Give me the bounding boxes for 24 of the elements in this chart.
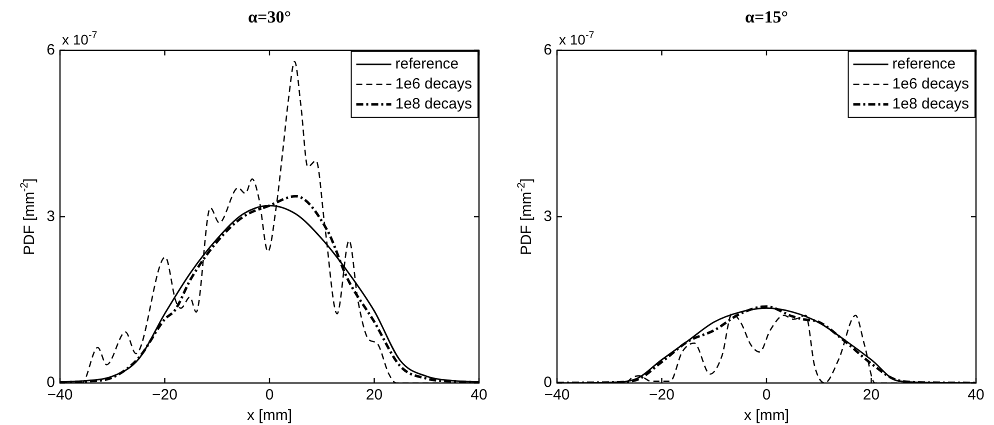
chart-title: α=15° [745,8,788,27]
y-axis-title: PDF [mm-2] [516,178,536,256]
x-tick-label: 20 [862,386,880,404]
x-tick-label: −20 [649,386,674,404]
y-tick-label: 6 [544,42,552,59]
legend-label: reference [892,56,956,73]
y-tick-label: 3 [46,208,55,225]
x-axis-title: x [mm] [744,407,789,424]
legend-label: 1e8 decays [395,96,472,113]
x-tick-label: −20 [152,386,178,404]
x-tick-label: 0 [762,386,771,404]
x-tick-label: 20 [366,386,383,404]
chart-title: α=30° [248,8,291,27]
x-tick-label: 0 [265,386,274,404]
x-axis-title: x [mm] [247,407,292,424]
x-tick-label: 40 [470,386,488,404]
x-tick-label: 40 [968,386,984,404]
legend-label: reference [395,56,459,73]
y-tick-label: 6 [46,42,55,59]
legend-label: 1e6 decays [892,76,970,93]
y-tick-label: 3 [544,208,552,225]
y-axis-title: PDF [mm-2] [18,178,38,256]
legend-label: 1e6 decays [395,76,472,93]
legend-label: 1e8 decays [892,96,970,113]
